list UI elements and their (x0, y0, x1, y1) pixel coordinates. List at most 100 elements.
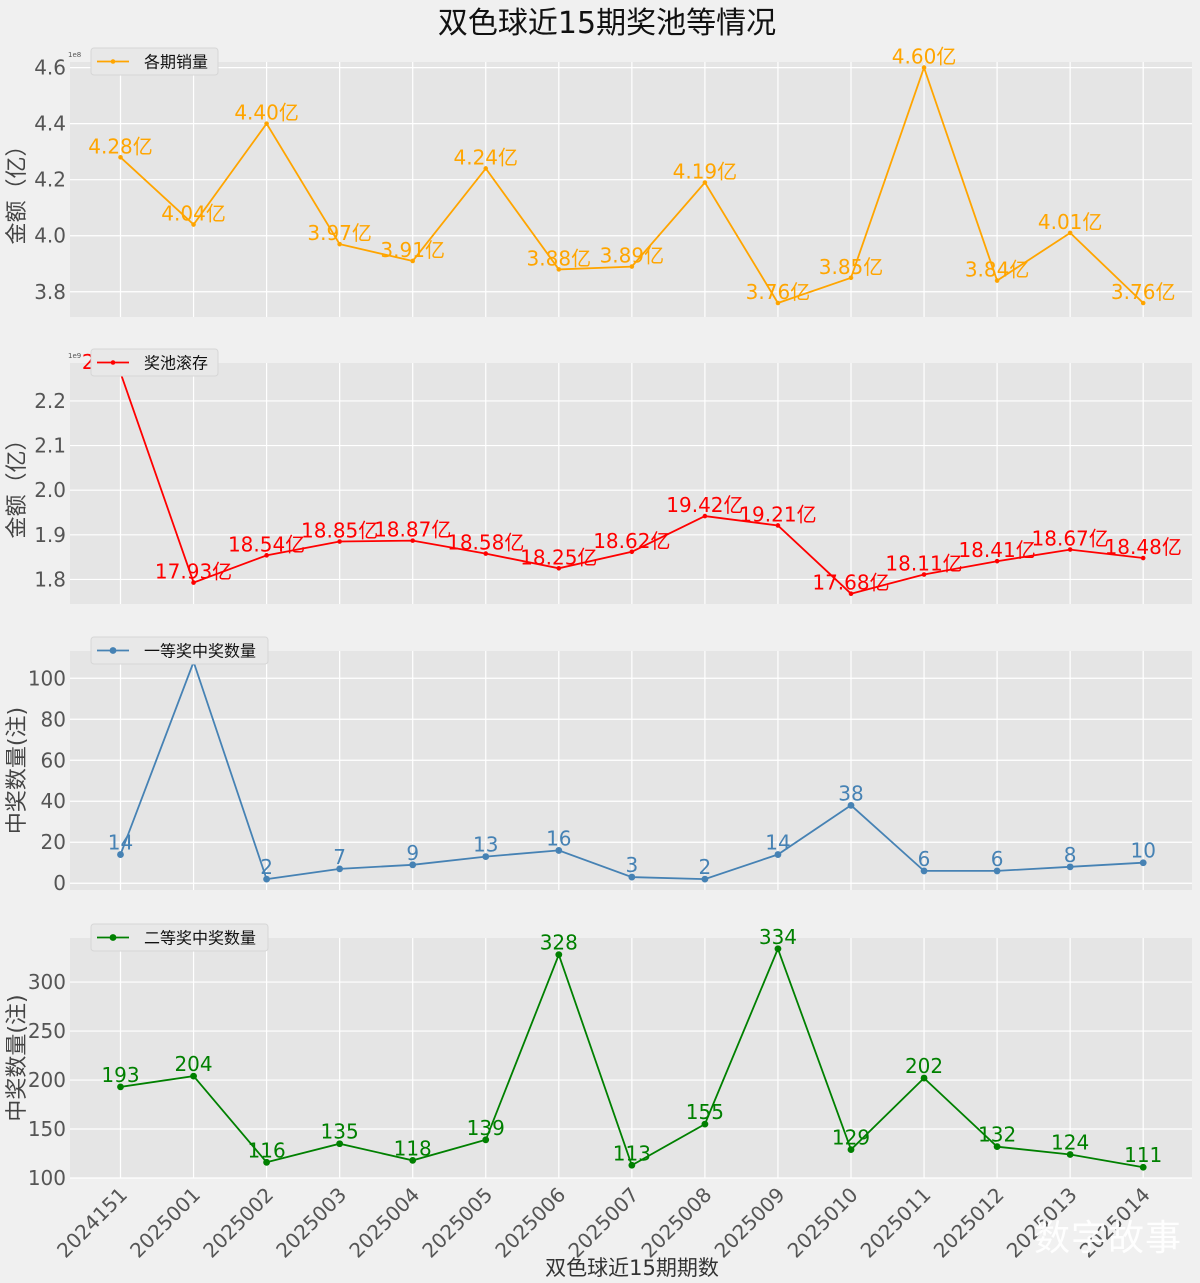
data-label: 6 (991, 847, 1004, 871)
y-tick-label: 2.2 (34, 389, 66, 413)
data-point (920, 1074, 928, 1082)
data-label: 17.93亿 (155, 560, 232, 584)
data-point (263, 1158, 270, 1166)
data-point (483, 551, 489, 556)
x-tick-label: 2025005 (417, 1183, 497, 1263)
offset-text: 1e9 (68, 352, 81, 360)
chart-panel-first_prize: 020406080100中奖数量(注)141082791316321438668… (5, 636, 1192, 895)
data-point (1067, 230, 1073, 236)
y-tick-label: 4.2 (34, 168, 66, 192)
data-label: 4.40亿 (234, 101, 299, 125)
data-point (337, 539, 342, 544)
y-tick-label: 80 (41, 707, 66, 731)
y-tick-label: 300 (28, 970, 66, 994)
data-label: 18.25亿 (520, 545, 597, 569)
legend-label: 一等奖中奖数量 (144, 642, 256, 661)
x-tick-label: 2024151 (52, 1183, 132, 1263)
data-point (336, 865, 344, 873)
data-label: 3.76亿 (746, 280, 811, 304)
data-point (336, 1140, 344, 1148)
plot-area (70, 938, 1192, 1178)
data-label: 4.60亿 (892, 45, 957, 69)
data-label: 6 (918, 847, 931, 871)
data-label: 10 (1130, 839, 1155, 863)
data-label: 16 (546, 826, 571, 850)
x-tick-label: 2025011 (856, 1183, 936, 1263)
data-point (1066, 1151, 1074, 1158)
legend-marker (110, 360, 116, 365)
data-label: 17.68亿 (812, 571, 889, 595)
data-label: 18.87亿 (374, 518, 451, 542)
x-tick-label: 2025001 (125, 1183, 205, 1263)
figure-title: 双色球近15期奖池等情况 (438, 6, 776, 41)
data-label: 18.11亿 (885, 552, 962, 576)
data-point (847, 1146, 855, 1153)
legend-label: 二等奖中奖数量 (144, 929, 256, 948)
data-label: 113 (613, 1141, 651, 1165)
data-point (555, 951, 563, 959)
data-label: 3.84亿 (965, 258, 1030, 282)
data-label: 328 (540, 931, 578, 955)
data-label: 18.54亿 (228, 532, 305, 556)
x-tick-label: 2025008 (636, 1183, 716, 1263)
y-tick-label: 100 (28, 666, 66, 690)
data-point (628, 1161, 636, 1169)
data-label: 4.19亿 (673, 159, 738, 183)
x-tick-labels: 2024151202500120250022025003202500420250… (52, 1183, 1155, 1263)
data-point (556, 565, 562, 571)
y-tick-label: 4.0 (34, 224, 66, 248)
data-label: 334 (759, 925, 797, 949)
data-label: 3.97亿 (307, 221, 372, 245)
legend-box (90, 923, 269, 952)
x-tick-label: 2025012 (929, 1183, 1009, 1263)
data-point (702, 180, 708, 185)
data-label: 116 (248, 1138, 286, 1162)
data-label: 3.76亿 (1111, 280, 1176, 304)
y-axis-label: 金额（亿） (5, 134, 30, 244)
data-label: 4.04亿 (161, 202, 226, 226)
y-tick-label: 150 (28, 1117, 66, 1141)
legend-marker (110, 59, 116, 64)
watermark-text: 数字故事 (1033, 1218, 1182, 1259)
data-point (483, 166, 489, 171)
y-tick-label: 0 (53, 871, 66, 895)
data-point (848, 275, 854, 281)
data-point (994, 278, 1000, 283)
data-point (994, 558, 1000, 564)
data-point (993, 867, 1001, 875)
data-point (629, 549, 635, 555)
x-tick-label: 2025006 (490, 1183, 570, 1263)
y-tick-label: 40 (41, 789, 66, 813)
data-label: 2 (260, 855, 273, 879)
x-axis-label: 双色球近15期期数 (545, 1256, 719, 1280)
data-label: 9 (406, 841, 419, 865)
data-point (482, 853, 490, 860)
data-point (629, 264, 635, 269)
data-label: 18.58亿 (447, 531, 524, 555)
data-label: 139 (467, 1116, 505, 1140)
y-tick-label: 1.8 (34, 567, 66, 591)
data-point (848, 591, 854, 597)
data-label: 202 (905, 1054, 943, 1078)
data-point (1067, 547, 1073, 552)
data-label: 18.41亿 (958, 538, 1035, 562)
legend-marker (109, 647, 117, 654)
legend-label: 奖池滚存 (144, 354, 208, 373)
data-label: 14 (765, 831, 790, 855)
data-label: 14 (108, 831, 133, 855)
data-label: 124 (1051, 1130, 1089, 1154)
x-tick-label: 2025004 (344, 1183, 424, 1263)
data-point (1139, 1163, 1147, 1171)
data-label: 132 (978, 1123, 1016, 1147)
y-tick-label: 20 (41, 830, 66, 854)
data-point (1140, 555, 1146, 561)
data-point (191, 580, 196, 585)
data-label: 3.91亿 (380, 238, 445, 262)
y-tick-label: 250 (28, 1019, 66, 1043)
x-tick-label: 2025003 (271, 1183, 351, 1263)
y-tick-label: 2.1 (34, 434, 66, 458)
chart-panel-sales: 3.8 4.0 4.2 4.4 4.6 金额（亿） 1e8 4.28亿 4.04亿 4.40亿 3.… (5, 45, 1192, 317)
data-label: 4.01亿 (1038, 210, 1103, 234)
data-label: 18.67亿 (1032, 527, 1109, 551)
